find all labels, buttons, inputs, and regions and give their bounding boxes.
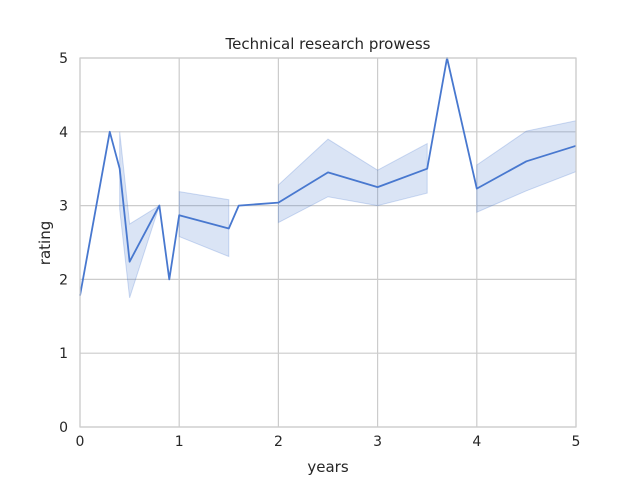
confidence-band — [277, 138, 428, 224]
x-tick-label: 0 — [76, 434, 85, 450]
confidence-band — [178, 190, 230, 258]
y-tick-label: 1 — [59, 346, 68, 362]
plot-area-border — [79, 57, 577, 428]
series-line — [79, 57, 577, 296]
x-axis-label: years — [307, 458, 348, 476]
series-lines — [79, 57, 577, 296]
x-tick-label: 1 — [175, 434, 184, 450]
x-tick-label: 4 — [472, 434, 481, 450]
y-tick-label: 0 — [59, 420, 68, 436]
chart-title: Technical research prowess — [225, 35, 431, 53]
x-tick-label: 5 — [572, 434, 581, 450]
x-tick-label: 2 — [274, 434, 283, 450]
y-axis-label: rating — [36, 221, 54, 265]
tick-labels: 0 1 2 3 4 5 0 1 2 3 4 5 — [59, 51, 580, 450]
y-tick-label: 2 — [59, 272, 68, 288]
y-tick-label: 4 — [59, 125, 68, 141]
x-tick-label: 3 — [373, 434, 382, 450]
plot-frame — [79, 57, 577, 428]
y-tick-label: 3 — [59, 199, 68, 215]
y-tick-label: 5 — [59, 51, 68, 67]
